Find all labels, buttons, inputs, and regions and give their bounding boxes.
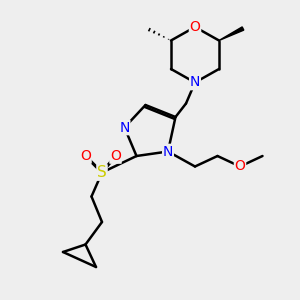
Text: O: O [190, 20, 200, 34]
Polygon shape [219, 27, 244, 40]
Text: N: N [163, 145, 173, 158]
Text: O: O [235, 160, 245, 173]
Text: O: O [80, 149, 91, 163]
Text: O: O [110, 149, 121, 163]
Text: S: S [97, 165, 107, 180]
Text: N: N [190, 76, 200, 89]
Text: N: N [119, 121, 130, 134]
